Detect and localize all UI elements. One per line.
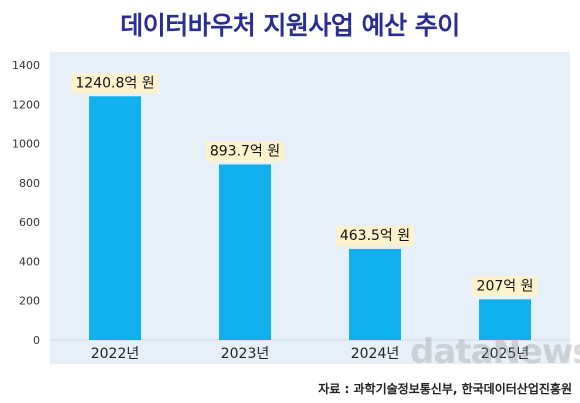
x-tick-label: 2022년 <box>91 346 140 362</box>
bar <box>89 96 141 341</box>
y-tick-label: 600 <box>19 216 40 229</box>
data-label-bg <box>71 73 159 94</box>
data-label-bg <box>335 225 415 246</box>
source-note: 자료 : 과학기술정보통신부, 한국데이터산업진흥원 <box>318 382 572 396</box>
y-tick-label: 1400 <box>12 59 40 72</box>
data-label: 207억 원 <box>477 278 534 294</box>
y-tick-label: 400 <box>19 255 40 268</box>
chart-title: 데이터바우처 지원사업 예산 추이 <box>120 11 460 40</box>
data-label: 893.7억 원 <box>210 143 280 159</box>
y-tick-label: 1000 <box>12 138 40 151</box>
data-label: 1240.8억 원 <box>75 75 154 91</box>
data-label: 463.5억 원 <box>340 228 410 244</box>
bar <box>479 299 531 340</box>
y-tick-label: 800 <box>19 177 40 190</box>
y-tick-label: 200 <box>19 295 40 308</box>
bar <box>349 248 401 340</box>
data-label-bg <box>205 141 285 162</box>
watermark-logo: dataNews <box>410 332 580 372</box>
x-tick-label: 2025년 <box>481 346 530 362</box>
y-tick-label: 0 <box>33 334 40 347</box>
y-tick-label: 1200 <box>12 98 40 111</box>
x-tick-label: 2024년 <box>351 346 400 362</box>
data-label-bg <box>472 276 538 297</box>
x-tick-label: 2023년 <box>221 346 270 362</box>
bar <box>219 164 271 340</box>
